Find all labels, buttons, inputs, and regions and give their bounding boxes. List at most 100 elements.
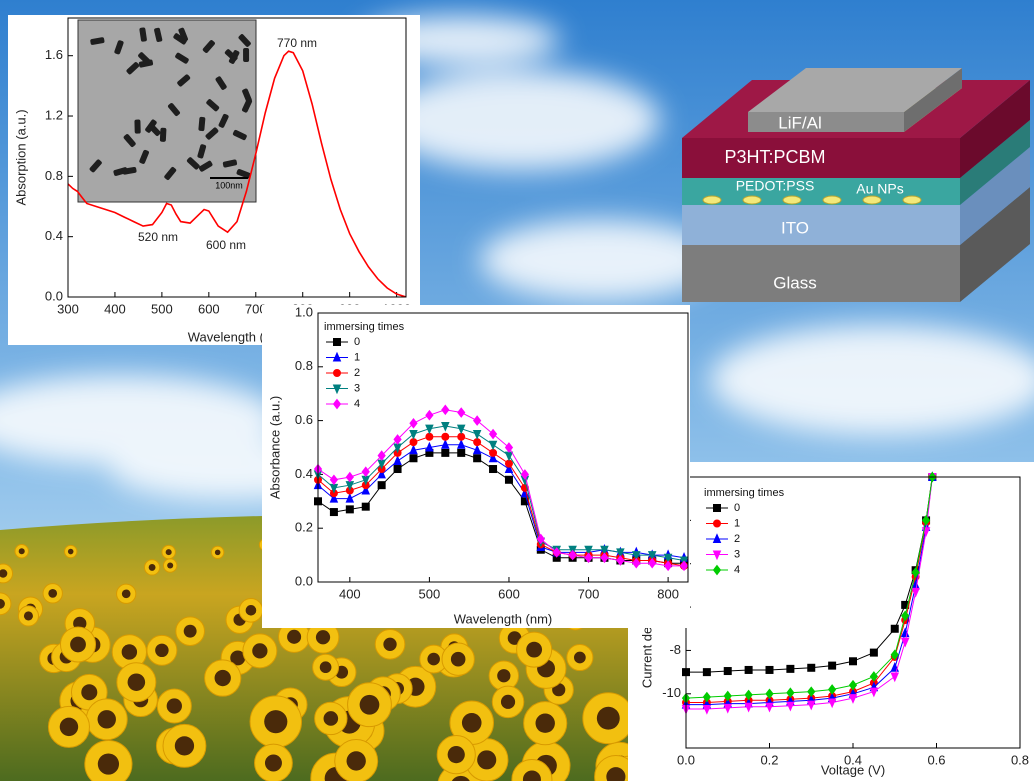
marker bbox=[474, 455, 481, 462]
au-np bbox=[703, 196, 721, 204]
annotation: 600 nm bbox=[206, 238, 246, 252]
legend-label: 2 bbox=[354, 367, 360, 379]
marker bbox=[850, 658, 857, 665]
sunflower-center bbox=[68, 549, 74, 555]
x-axis-label: Voltage (V) bbox=[821, 762, 885, 777]
sunflower-center bbox=[246, 605, 257, 616]
y-tick-label: 1.6 bbox=[45, 47, 63, 62]
x-tick-label: 400 bbox=[339, 586, 361, 601]
au-np bbox=[823, 196, 841, 204]
sunflower-center bbox=[81, 684, 97, 700]
au-np bbox=[903, 196, 921, 204]
layer-front bbox=[748, 112, 904, 132]
x-tick-label: 600 bbox=[498, 586, 520, 601]
sunflower-center bbox=[184, 625, 197, 638]
x-tick-label: 800 bbox=[657, 586, 679, 601]
au-np bbox=[863, 196, 881, 204]
y-tick-label: 0.0 bbox=[295, 573, 313, 588]
legend-title: immersing times bbox=[704, 487, 785, 499]
marker bbox=[766, 666, 773, 673]
sunflower-center bbox=[497, 669, 510, 682]
legend-label: 0 bbox=[354, 336, 360, 348]
marker bbox=[703, 669, 710, 676]
sunflower-center bbox=[574, 652, 586, 664]
x-tick-label: 600 bbox=[198, 301, 220, 316]
sunflower-center bbox=[501, 695, 515, 709]
sunflower-center bbox=[324, 711, 339, 726]
marker bbox=[410, 455, 417, 462]
marker bbox=[394, 466, 401, 473]
legend-marker bbox=[714, 505, 721, 512]
sunflower-center bbox=[427, 653, 440, 666]
x-tick-label: 700 bbox=[578, 586, 600, 601]
legend-label: 0 bbox=[734, 502, 740, 514]
x-tick-label: 0.2 bbox=[760, 752, 778, 767]
sunflower-center bbox=[98, 710, 116, 728]
sunflower-center bbox=[122, 644, 137, 659]
x-tick-label: 300 bbox=[57, 301, 79, 316]
marker bbox=[829, 662, 836, 669]
marker bbox=[870, 649, 877, 656]
sunflower-center bbox=[166, 549, 172, 555]
sunflower-center bbox=[149, 564, 156, 571]
y-tick-label: 0.8 bbox=[45, 168, 63, 183]
layer-label: LiF/Al bbox=[778, 113, 821, 132]
marker bbox=[442, 449, 449, 456]
sunflower-center bbox=[215, 670, 231, 686]
x-tick-label: 500 bbox=[419, 586, 441, 601]
sunflower-center bbox=[597, 707, 620, 730]
marker bbox=[330, 509, 337, 516]
legend-label: 4 bbox=[734, 564, 740, 576]
y-tick-label: -8 bbox=[669, 642, 681, 657]
layer-front bbox=[682, 205, 960, 245]
sunflower-center bbox=[316, 630, 330, 644]
layer-label: Glass bbox=[773, 273, 816, 292]
page: {"chart_data": [ {"type": "line", "xlabe… bbox=[0, 0, 1034, 781]
y-tick-label: 1.2 bbox=[45, 107, 63, 122]
layer-front bbox=[682, 245, 960, 302]
y-tick-label: 0.4 bbox=[45, 228, 63, 243]
sunflower-center bbox=[167, 698, 182, 713]
y-tick-label: 0.2 bbox=[295, 520, 313, 535]
nanorod bbox=[243, 48, 249, 62]
sunflower-center bbox=[320, 661, 332, 673]
sunflower-center bbox=[60, 718, 78, 736]
legend-marker bbox=[334, 339, 341, 346]
y-tick-label: 0.8 bbox=[295, 358, 313, 373]
au-np bbox=[783, 196, 801, 204]
marker bbox=[891, 625, 898, 632]
sunflower-center bbox=[451, 652, 466, 667]
x-tick-label: 0.0 bbox=[677, 752, 695, 767]
sunflower-center bbox=[383, 638, 396, 651]
layer-label: Au NPs bbox=[856, 181, 903, 197]
nanorod bbox=[198, 117, 205, 131]
sunflower-center bbox=[19, 548, 25, 554]
legend-label: 4 bbox=[354, 398, 360, 410]
sunflower-center bbox=[70, 637, 86, 653]
sunflower-center bbox=[252, 643, 267, 658]
sunflower-center bbox=[360, 695, 380, 715]
x-tick-label: 0.8 bbox=[1011, 752, 1029, 767]
sunflower-center bbox=[347, 751, 366, 770]
marker bbox=[346, 506, 353, 513]
sunflower-center bbox=[215, 550, 221, 556]
legend-label: 2 bbox=[734, 533, 740, 545]
chart: 30040050060070080090010000.00.40.81.21.6… bbox=[8, 15, 420, 345]
y-tick-label: -10 bbox=[662, 685, 681, 700]
y-tick-label: 0.6 bbox=[295, 412, 313, 427]
chart: 4005006007008000.00.20.40.60.81.0immersi… bbox=[262, 304, 690, 628]
marker bbox=[442, 433, 449, 440]
annotation: 520 nm bbox=[138, 230, 178, 244]
marker bbox=[787, 665, 794, 672]
sunflower-center bbox=[287, 630, 301, 644]
sunflower-center bbox=[536, 714, 555, 733]
y-axis-label: Absorbance (a.u.) bbox=[267, 396, 282, 499]
sunflower-center bbox=[526, 642, 542, 658]
sunflower-center bbox=[265, 755, 282, 772]
sunflower-center bbox=[264, 710, 287, 733]
x-tick-label: 0.6 bbox=[927, 752, 945, 767]
marker bbox=[490, 466, 497, 473]
y-tick-label: 0.0 bbox=[45, 288, 63, 303]
sunflower-center bbox=[448, 746, 465, 763]
